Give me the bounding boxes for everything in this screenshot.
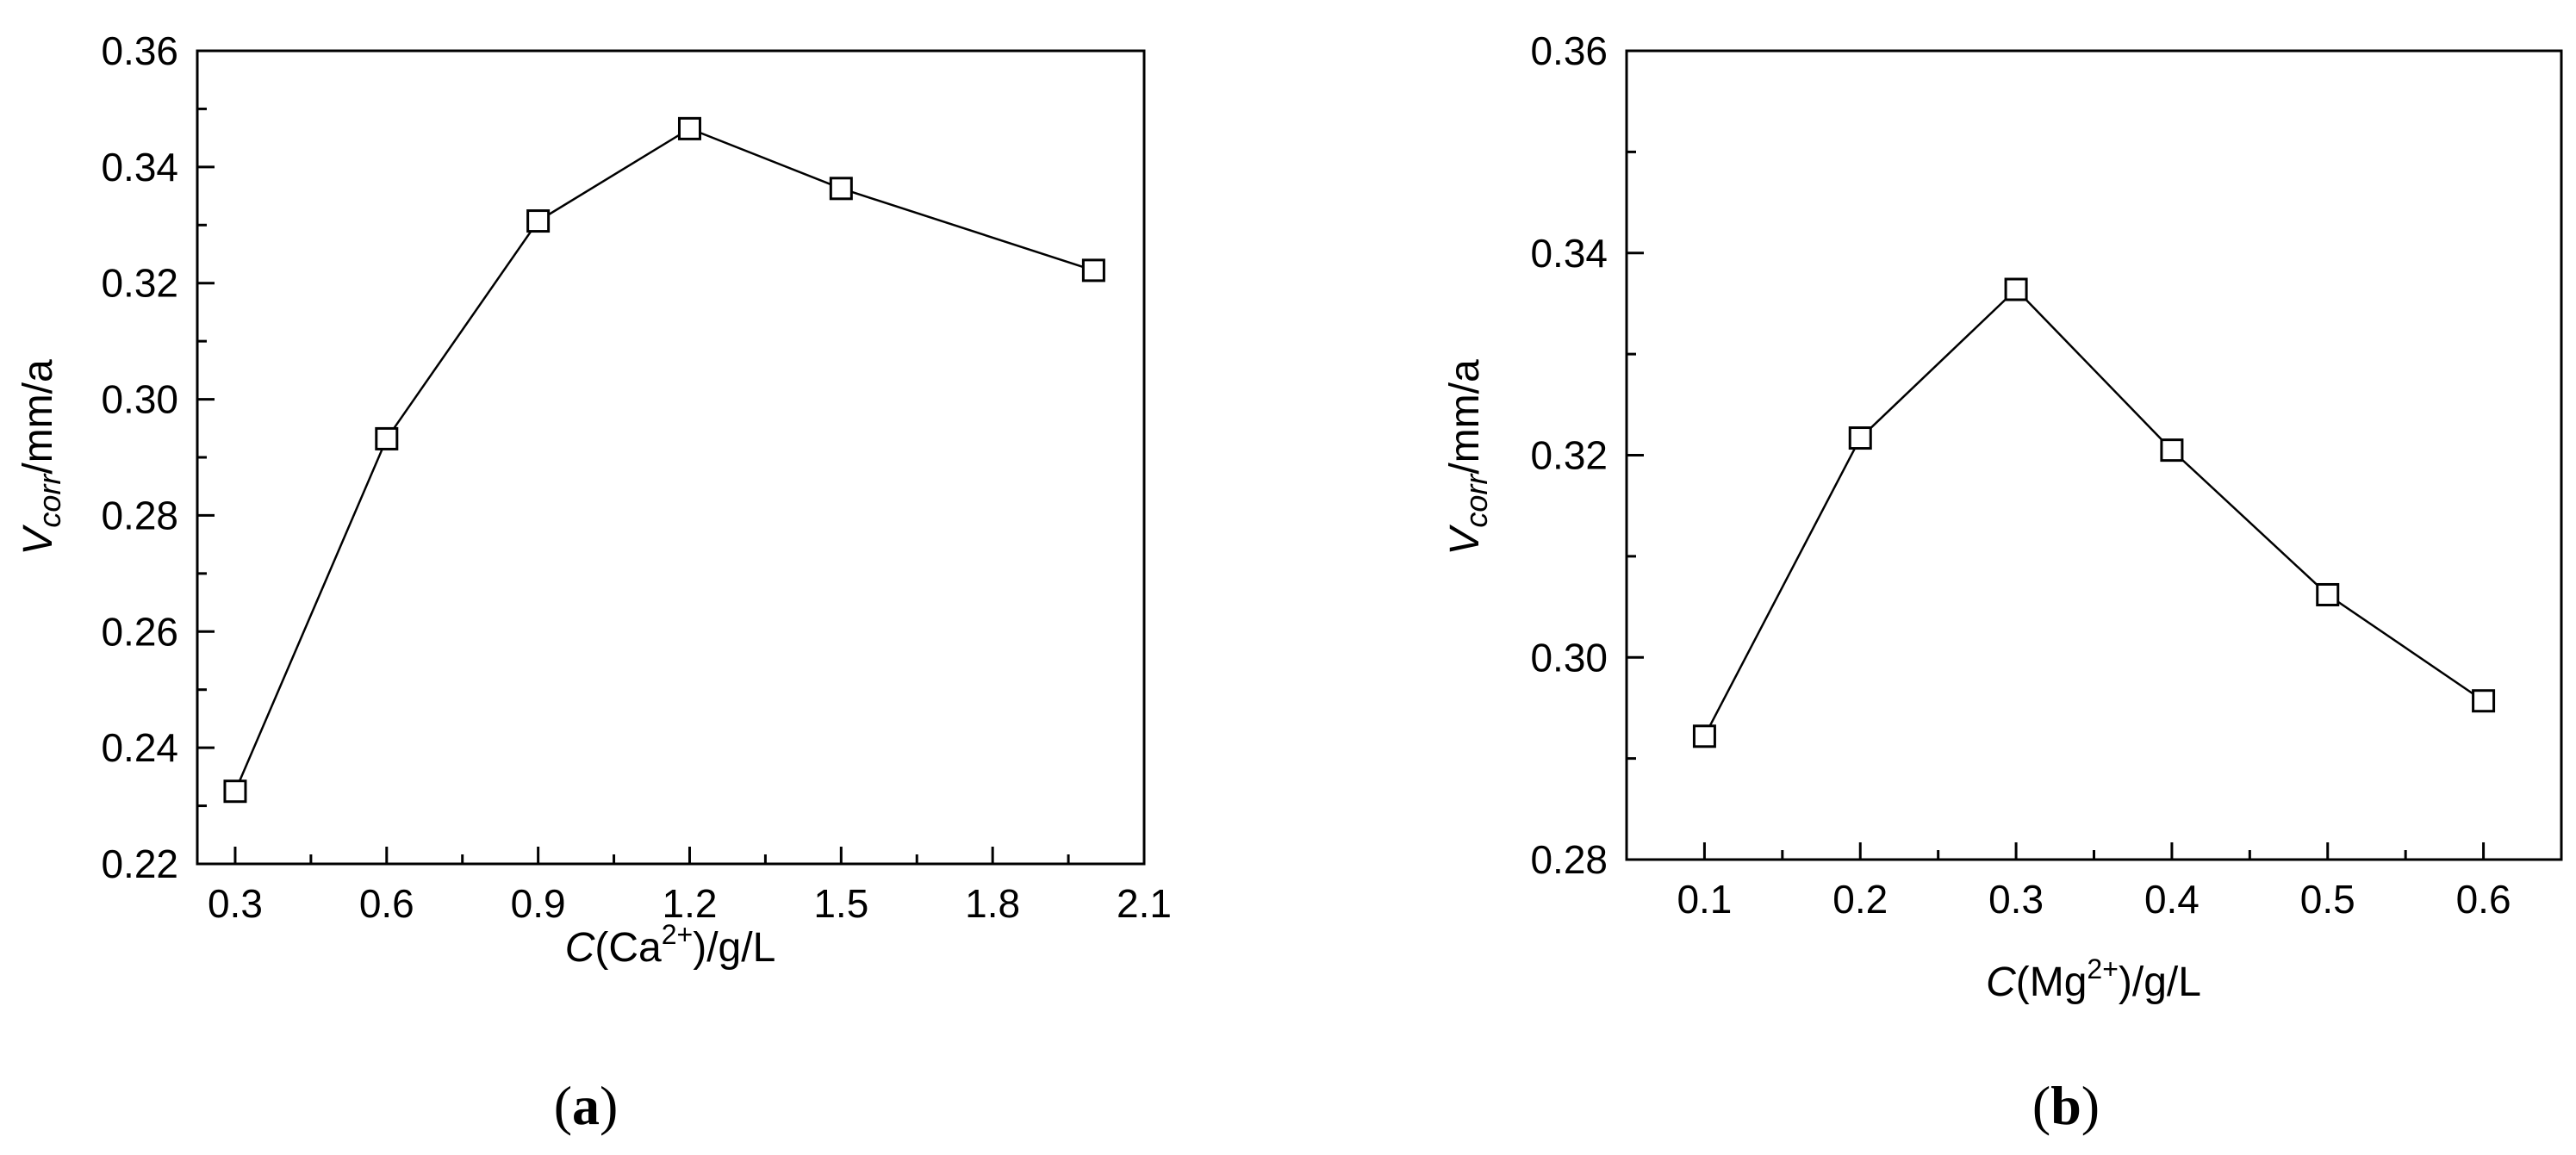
panel-label-close: ) xyxy=(2081,1075,2100,1136)
data-point-marker xyxy=(2316,582,2340,606)
series-a xyxy=(223,116,1105,804)
series-b xyxy=(1692,277,2496,748)
y-axis-label-unit: /mm/a xyxy=(1442,359,1488,475)
panel-label-letter: a xyxy=(572,1075,600,1136)
y-axis-label-b: Vcorr/mm/a xyxy=(1442,359,1494,556)
axes-a: 0.22 0.24 0.26 0.28 0.30 0.32 0.34 0.36 0.3 0.6 0.… xyxy=(101,28,1172,926)
panel-label-close: ) xyxy=(600,1075,618,1136)
x-tick-label: 0.9 xyxy=(511,881,566,926)
data-point-marker xyxy=(1081,258,1105,283)
x-axis-label-charge: 2+ xyxy=(2087,953,2118,984)
y-axis-label-sub: corr xyxy=(1459,473,1494,528)
data-point-marker xyxy=(829,177,853,201)
y-tick-label: 0.26 xyxy=(101,609,178,654)
y-tick-label: 0.30 xyxy=(101,377,178,422)
y-axis-label-a: Vcorr/mm/a xyxy=(16,359,67,556)
y-tick-label: 0.32 xyxy=(1530,433,1608,478)
x-tick-label: 1.8 xyxy=(965,881,1020,926)
y-axis-label-main: V xyxy=(16,525,61,556)
data-point-marker xyxy=(526,209,551,233)
y-tick-label: 0.22 xyxy=(101,841,178,886)
panel-a: 0.22 0.24 0.26 0.28 0.30 0.32 0.34 0.36 0.3 0.6 0.… xyxy=(16,28,1172,1136)
x-axis-label-charge: 2+ xyxy=(662,919,693,950)
data-point-marker xyxy=(223,779,247,804)
x-axis-label-unit: )/g/L xyxy=(693,925,775,971)
panel-label-letter: b xyxy=(2050,1075,2081,1136)
y-axis-label-unit: /mm/a xyxy=(16,359,61,475)
x-tick-label: 0.6 xyxy=(359,881,414,926)
y-tick-label: 0.36 xyxy=(101,28,178,73)
panel-label-open: ( xyxy=(2032,1075,2050,1136)
x-axis-label-main: C xyxy=(1986,959,2016,1005)
panel-label-open: ( xyxy=(554,1075,572,1136)
x-axis-label-unit: )/g/L xyxy=(2119,959,2201,1005)
data-point-marker xyxy=(2472,689,2496,713)
panel-label-b: (b) xyxy=(2032,1075,2100,1136)
data-point-marker xyxy=(677,116,701,140)
panel-label-a: (a) xyxy=(554,1075,619,1136)
x-tick-label: 1.5 xyxy=(813,881,868,926)
y-tick-label: 0.28 xyxy=(1530,837,1608,882)
plot-frame-a xyxy=(196,49,1146,866)
y-tick-label: 0.34 xyxy=(1530,231,1608,276)
data-point-marker xyxy=(2004,277,2028,301)
x-tick-label: 0.5 xyxy=(2300,877,2355,922)
x-tick-label: 0.6 xyxy=(2456,877,2511,922)
data-point-marker xyxy=(1692,724,1716,748)
x-tick-label: 0.2 xyxy=(1832,877,1888,922)
y-axis-label-main: V xyxy=(1442,525,1488,556)
x-tick-label: 1.2 xyxy=(663,881,718,926)
data-point-marker xyxy=(1848,426,1872,450)
axes-b: 0.28 0.30 0.32 0.34 0.36 0.1 0.2 0.3 0.4 0.5 0.6 xyxy=(1530,28,2511,922)
x-tick-label: 0.3 xyxy=(1988,877,2044,922)
x-axis-label-ion: (Ca xyxy=(594,925,662,971)
plot-frame-b xyxy=(1625,49,2563,861)
x-axis-label-b: C(Mg2+)/g/L xyxy=(1986,953,2201,1005)
data-point-marker xyxy=(2160,438,2184,463)
y-tick-label: 0.34 xyxy=(101,145,178,189)
y-axis-label-sub: corr xyxy=(32,473,67,528)
y-tick-label: 0.36 xyxy=(1530,28,1608,73)
y-tick-label: 0.24 xyxy=(101,725,178,770)
series-line xyxy=(1703,288,2485,737)
y-tick-label: 0.30 xyxy=(1530,635,1608,680)
panel-b: 0.28 0.30 0.32 0.34 0.36 0.1 0.2 0.3 0.4 0.5 0.6 V… xyxy=(1442,28,2563,1136)
series-line xyxy=(233,127,1094,792)
y-tick-label: 0.32 xyxy=(101,261,178,306)
x-axis-label-a: C(Ca2+)/g/L xyxy=(565,919,776,971)
x-tick-label: 2.1 xyxy=(1117,881,1172,926)
y-tick-label: 0.28 xyxy=(101,493,178,537)
x-tick-label: 0.4 xyxy=(2144,877,2200,922)
x-tick-label: 0.3 xyxy=(208,881,263,926)
data-point-marker xyxy=(375,426,399,450)
x-axis-label-ion: (Mg xyxy=(2016,959,2088,1005)
x-axis-label-main: C xyxy=(565,925,595,971)
x-tick-label: 0.1 xyxy=(1677,877,1732,922)
